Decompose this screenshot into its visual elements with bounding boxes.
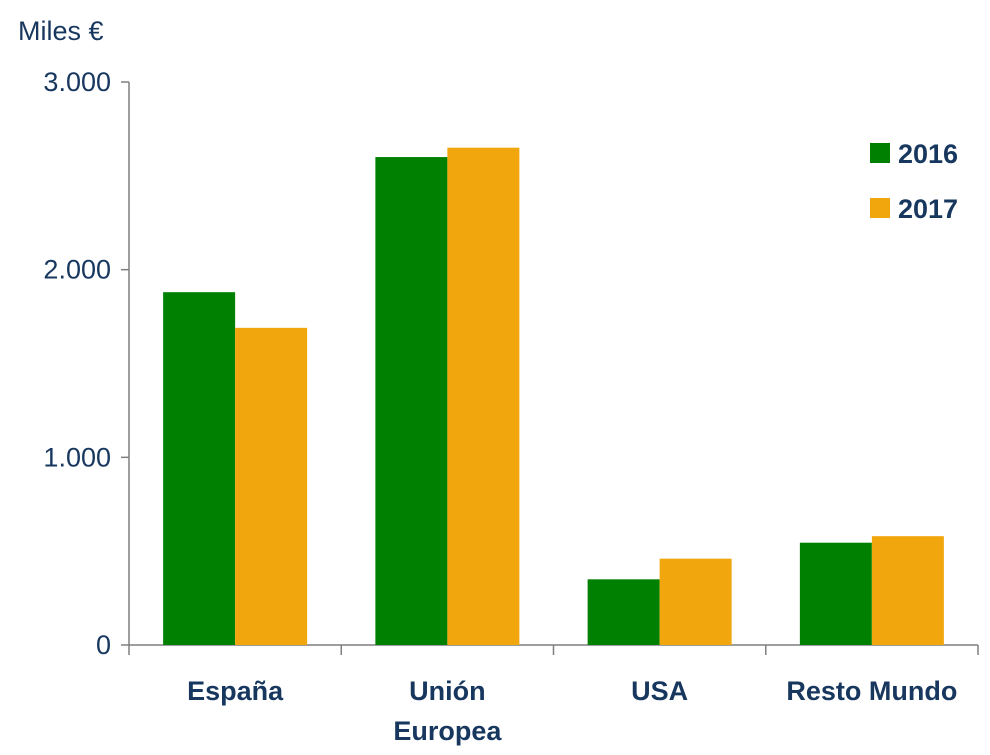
y-unit-label: Miles € [18, 16, 104, 46]
legend-swatch [870, 198, 890, 218]
category-label: Resto Mundo [786, 676, 957, 706]
bar-2016-3 [799, 542, 872, 645]
y-axis: 0 1.000 2.000 3.000 [43, 67, 130, 660]
y-tick-label: 2.000 [43, 255, 111, 285]
bar-2017-1 [447, 147, 520, 645]
y-tick-label: 1.000 [43, 442, 111, 472]
y-tick-label: 3.000 [43, 67, 111, 97]
bar-2016-2 [587, 579, 660, 645]
x-axis: España Unión Europea USA Resto Mundo [128, 644, 979, 746]
bar-2016-0 [163, 292, 236, 645]
y-tick-label: 0 [96, 630, 111, 660]
legend: 2016 2017 [870, 139, 958, 224]
bar-2017-3 [871, 536, 944, 645]
bar-2017-2 [659, 558, 732, 645]
category-label: España [187, 676, 284, 706]
category-label: Unión [409, 676, 485, 706]
bars [163, 147, 944, 646]
bar-2017-0 [235, 327, 308, 645]
bar-2016-1 [375, 157, 448, 646]
legend-label: 2017 [898, 194, 958, 224]
category-label: Europea [393, 716, 502, 746]
legend-swatch [870, 143, 890, 163]
category-label: USA [631, 676, 688, 706]
legend-label: 2016 [898, 139, 958, 169]
